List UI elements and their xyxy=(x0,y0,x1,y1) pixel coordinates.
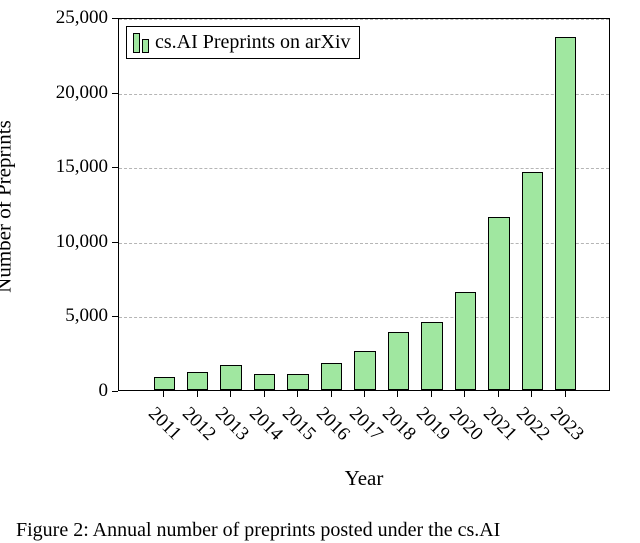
xtick-label: 2022 xyxy=(512,403,554,445)
ytick-mark xyxy=(112,93,118,94)
legend-bar-icon xyxy=(142,39,149,53)
gridline xyxy=(119,168,609,169)
xtick-label: 2014 xyxy=(244,403,286,445)
ytick-mark xyxy=(112,167,118,168)
xtick-mark xyxy=(331,391,332,397)
ytick-label: 15,000 xyxy=(18,156,108,178)
bar xyxy=(388,332,409,390)
bar xyxy=(187,372,208,390)
ytick-mark xyxy=(112,316,118,317)
ytick-label: 0 xyxy=(18,380,108,402)
xtick-mark xyxy=(297,391,298,397)
xtick-label: 2011 xyxy=(144,403,186,445)
chart-container: Number of Preprints cs.AI Preprints on a… xyxy=(0,0,640,543)
bar xyxy=(522,172,543,390)
legend-bar-icon xyxy=(133,33,140,53)
bar xyxy=(455,292,476,390)
legend: cs.AI Preprints on arXiv xyxy=(126,26,360,59)
y-axis-label: Number of Preprints xyxy=(0,106,17,306)
ytick-label: 20,000 xyxy=(18,82,108,104)
bar xyxy=(254,374,275,390)
xtick-label: 2021 xyxy=(478,403,520,445)
xtick-label: 2012 xyxy=(177,403,219,445)
bar xyxy=(287,374,308,390)
xtick-mark xyxy=(264,391,265,397)
ytick-mark xyxy=(112,391,118,392)
xtick-mark xyxy=(565,391,566,397)
ytick-mark xyxy=(112,18,118,19)
legend-label: cs.AI Preprints on arXiv xyxy=(155,31,351,54)
bar xyxy=(220,365,241,390)
xtick-label: 2019 xyxy=(411,403,453,445)
xtick-mark xyxy=(163,391,164,397)
xtick-mark xyxy=(531,391,532,397)
gridline xyxy=(119,94,609,95)
xtick-label: 2013 xyxy=(211,403,253,445)
xtick-mark xyxy=(464,391,465,397)
bar xyxy=(354,351,375,390)
ytick-mark xyxy=(112,242,118,243)
figure-caption: Figure 2: Annual number of preprints pos… xyxy=(16,519,500,542)
legend-swatch xyxy=(133,33,149,53)
bar xyxy=(321,363,342,390)
bar xyxy=(421,322,442,390)
ytick-label: 25,000 xyxy=(18,7,108,29)
bar xyxy=(555,37,576,390)
xtick-mark xyxy=(397,391,398,397)
ytick-label: 5,000 xyxy=(18,305,108,327)
xtick-mark xyxy=(364,391,365,397)
xtick-mark xyxy=(498,391,499,397)
xtick-mark xyxy=(431,391,432,397)
ytick-label: 10,000 xyxy=(18,231,108,253)
xtick-label: 2018 xyxy=(378,403,420,445)
bar xyxy=(488,217,509,390)
gridline xyxy=(119,19,609,20)
x-axis-label: Year xyxy=(118,466,610,491)
plot-area xyxy=(118,18,610,391)
xtick-label: 2023 xyxy=(545,403,587,445)
xtick-label: 2020 xyxy=(445,403,487,445)
xtick-mark xyxy=(197,391,198,397)
xtick-label: 2016 xyxy=(311,403,353,445)
xtick-label: 2017 xyxy=(344,403,386,445)
xtick-label: 2015 xyxy=(278,403,320,445)
xtick-mark xyxy=(230,391,231,397)
bar xyxy=(154,377,175,390)
